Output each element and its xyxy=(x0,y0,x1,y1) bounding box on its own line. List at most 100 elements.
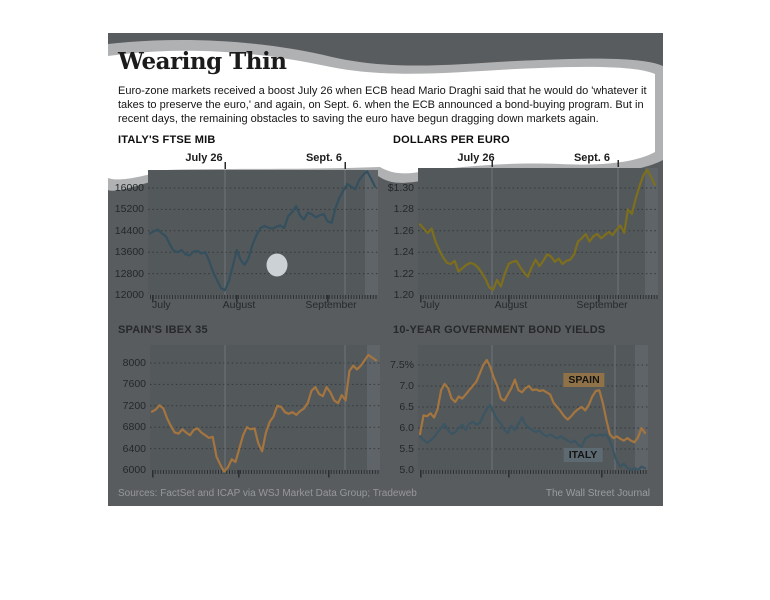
chart4-minor-tick xyxy=(442,470,443,474)
chart2-minor-tick xyxy=(477,295,479,299)
chart1-minor-tick xyxy=(326,295,327,299)
chart3-minor-tick xyxy=(355,470,357,474)
chart4-minor-tick xyxy=(524,470,526,474)
chart2-minor-tick xyxy=(527,295,529,299)
chart1-minor-tick xyxy=(367,295,369,299)
chart4-minor-tick xyxy=(579,470,581,474)
chart2-minor-tick xyxy=(554,295,556,299)
chart4-minor-tick xyxy=(439,470,441,474)
chart4-ytick-label: 7.0 xyxy=(399,380,414,392)
chart2-minor-tick xyxy=(634,295,636,299)
chart3-series-ibex-35 xyxy=(150,353,378,473)
chart3-minor-tick xyxy=(245,470,247,474)
chart2-minor-tick xyxy=(593,295,595,299)
chart4-minor-tick xyxy=(480,470,482,474)
chart3-minor-tick xyxy=(237,470,239,474)
chart2-ytick-label: 1.20 xyxy=(393,289,414,301)
chart4-minor-tick xyxy=(626,470,628,474)
chart1-minor-tick xyxy=(361,295,363,299)
chart4-minor-tick xyxy=(472,470,474,474)
chart1-minor-tick xyxy=(273,295,275,299)
chart2-minor-tick xyxy=(521,295,523,299)
chart4-minor-tick xyxy=(604,470,606,474)
chart3-minor-tick xyxy=(270,470,272,474)
chart1-minor-tick xyxy=(161,295,162,299)
chart3-minor-tick xyxy=(341,470,343,474)
month-label-september-chart1: September xyxy=(305,299,357,311)
chart3-minor-tick xyxy=(366,470,368,474)
chart3-minor-tick xyxy=(372,470,373,474)
chart4-minor-tick xyxy=(618,470,619,474)
chart3-minor-tick xyxy=(179,470,181,474)
chart1-minor-tick xyxy=(304,295,305,299)
chart3-minor-tick xyxy=(163,470,164,474)
chart2-minor-tick xyxy=(576,295,578,299)
chart2-series-dollars-per-euro xyxy=(418,168,657,291)
erased-spot xyxy=(266,253,288,277)
chart2-minor-tick xyxy=(436,295,438,299)
chart1-minor-tick xyxy=(238,295,239,299)
chart3-minor-tick xyxy=(190,470,192,474)
chart4-minor-tick xyxy=(458,470,460,474)
chart2-minor-tick xyxy=(453,295,454,299)
chart2-minor-tick xyxy=(530,295,531,299)
chart2-minor-tick xyxy=(532,295,534,299)
chart4-minor-tick xyxy=(560,470,562,474)
chart4-minor-tick xyxy=(640,470,641,474)
chart3-minor-tick xyxy=(286,470,288,474)
chart3-minor-tick xyxy=(229,470,230,474)
chart1-minor-tick xyxy=(210,295,212,299)
chart1-minor-tick xyxy=(174,295,176,299)
chart3-minor-tick xyxy=(358,470,360,474)
chart4-minor-tick xyxy=(519,470,520,474)
chart2-minor-tick xyxy=(543,295,545,299)
chart2-minor-tick xyxy=(472,295,474,299)
chart4-minor-tick xyxy=(422,470,424,474)
chart3-ytick-label: 6800 xyxy=(122,421,146,434)
chart3-minor-tick xyxy=(311,470,313,474)
chart4-minor-tick xyxy=(433,470,435,474)
chart1-minor-tick xyxy=(364,295,366,299)
chart2-minor-tick xyxy=(502,295,504,299)
series-label-spain: SPAIN xyxy=(563,373,605,387)
chart3-minor-tick xyxy=(300,470,302,474)
chart4-minor-tick xyxy=(532,470,534,474)
chart4-minor-tick xyxy=(620,470,622,474)
chart3-minor-tick xyxy=(330,470,332,474)
month-label-september-chart2: September xyxy=(576,299,628,311)
chart3-minor-tick xyxy=(187,470,189,474)
chart4-minor-tick xyxy=(615,470,617,474)
chart4-minor-tick xyxy=(450,470,452,474)
chart1-minor-tick xyxy=(218,295,220,299)
chart4-minor-tick xyxy=(510,470,512,474)
chart2-minor-tick xyxy=(587,295,589,299)
wsj-credit: The Wall Street Journal xyxy=(545,488,650,499)
chart1-minor-tick xyxy=(163,295,165,299)
chart4-month-tick xyxy=(508,470,510,478)
chart4-month-tick xyxy=(601,470,603,478)
chart2-minor-tick xyxy=(565,295,567,299)
chart4-minor-tick xyxy=(565,470,567,474)
chart2-minor-tick xyxy=(442,295,443,299)
chart1-minor-tick xyxy=(169,295,171,299)
chart1-minor-tick xyxy=(240,295,242,299)
chart1-minor-tick xyxy=(348,295,349,299)
chart4-minor-tick xyxy=(645,470,647,474)
chart4-minor-tick xyxy=(475,470,476,474)
chart1-minor-tick xyxy=(284,295,286,299)
chart4-minor-tick xyxy=(563,470,564,474)
chart1-ytick-label: 14400 xyxy=(114,224,144,237)
chart4-minor-tick xyxy=(431,470,432,474)
chart4-minor-tick xyxy=(557,470,559,474)
chart2-minor-tick xyxy=(609,295,611,299)
chart3-minor-tick xyxy=(204,470,206,474)
annotation-sept-6-chart1: Sept. 6 xyxy=(305,152,343,164)
chart3-recent-days-band xyxy=(367,345,380,470)
chart1-minor-tick xyxy=(331,295,333,299)
chart4-minor-tick xyxy=(609,470,611,474)
annotation-july-26-chart1: July 26 xyxy=(185,152,223,164)
chart3-minor-tick xyxy=(289,470,291,474)
chart1-recent-days-band xyxy=(365,170,378,295)
chart2-minor-tick xyxy=(428,295,430,299)
